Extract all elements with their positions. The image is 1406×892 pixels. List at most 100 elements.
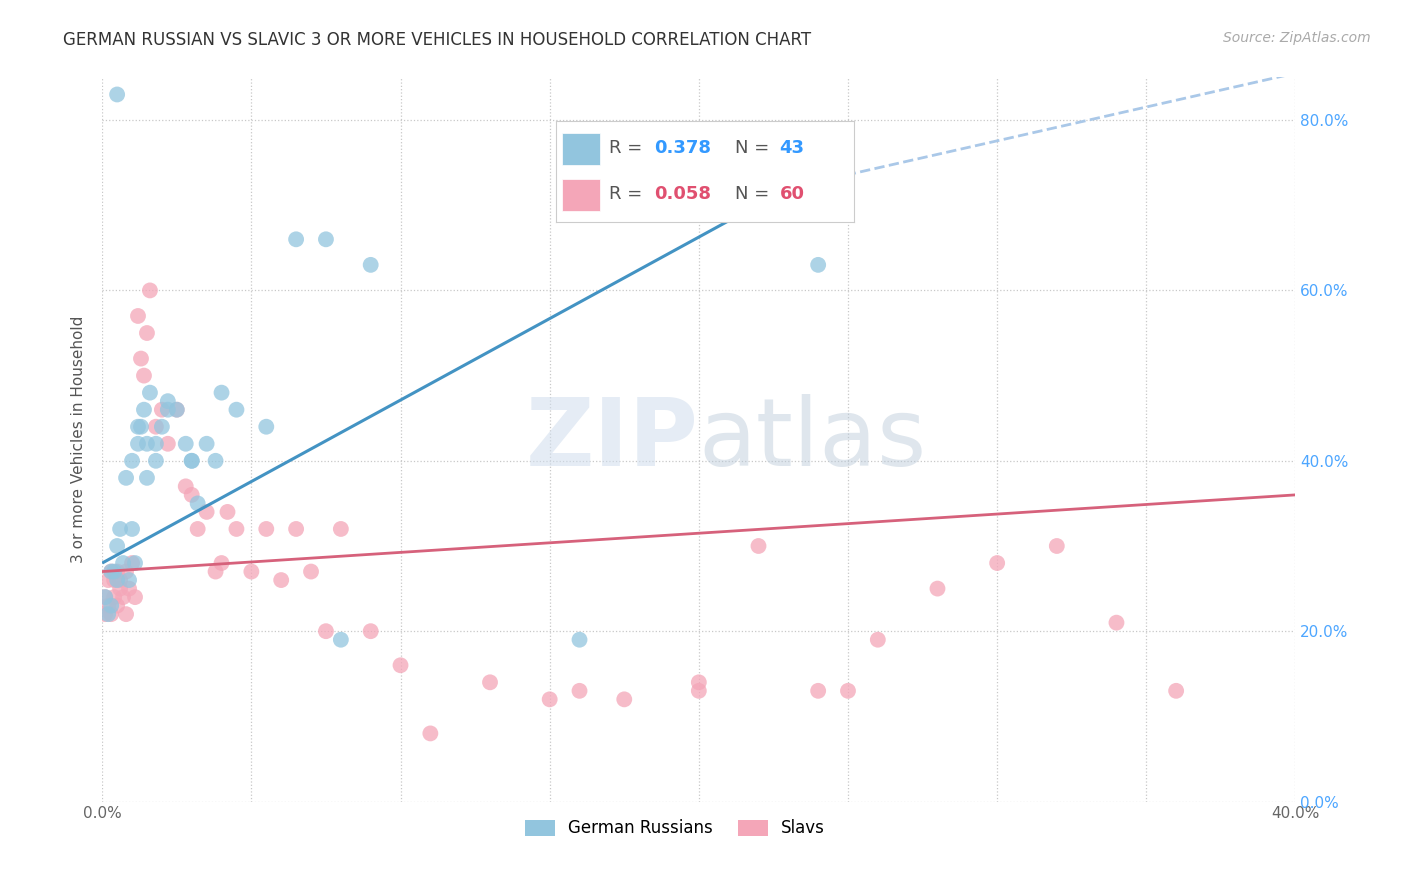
Point — [211, 556, 233, 570]
Point — [97, 599, 120, 613]
Point — [150, 402, 173, 417]
Point — [315, 232, 337, 246]
Point — [419, 726, 441, 740]
Point — [103, 573, 125, 587]
Point — [145, 436, 167, 450]
Point — [105, 539, 128, 553]
Point — [118, 573, 141, 587]
Point — [180, 488, 202, 502]
Point — [254, 419, 277, 434]
Point — [568, 683, 591, 698]
Point — [156, 436, 179, 450]
Point — [166, 402, 188, 417]
Point — [1166, 683, 1188, 698]
Point — [225, 522, 247, 536]
Point — [94, 590, 117, 604]
Point — [180, 454, 202, 468]
Point — [127, 309, 149, 323]
Point — [136, 471, 159, 485]
Point — [121, 556, 143, 570]
Point — [195, 505, 218, 519]
Point — [108, 522, 131, 536]
Point — [180, 454, 202, 468]
Point — [568, 632, 591, 647]
Point — [389, 658, 412, 673]
Point — [129, 419, 152, 434]
Point — [747, 539, 769, 553]
Point — [118, 582, 141, 596]
Point — [195, 436, 218, 450]
Legend: German Russians, Slavs: German Russians, Slavs — [519, 813, 832, 844]
Point — [299, 565, 322, 579]
Point — [124, 556, 146, 570]
Point — [115, 471, 138, 485]
Point — [174, 479, 197, 493]
Point — [329, 522, 352, 536]
Point — [121, 454, 143, 468]
Point — [156, 402, 179, 417]
Point — [270, 573, 292, 587]
Point — [121, 522, 143, 536]
Point — [100, 599, 122, 613]
Point — [94, 607, 117, 622]
Point — [986, 556, 1008, 570]
Point — [174, 436, 197, 450]
Point — [807, 683, 830, 698]
Point — [94, 590, 117, 604]
Point — [688, 675, 710, 690]
Point — [927, 582, 949, 596]
Text: ZIP: ZIP — [526, 393, 699, 485]
Point — [139, 385, 162, 400]
Point — [132, 368, 155, 383]
Point — [204, 454, 226, 468]
Point — [115, 565, 138, 579]
Point — [136, 436, 159, 450]
Point — [538, 692, 561, 706]
Point — [285, 232, 308, 246]
Point — [807, 258, 830, 272]
Point — [136, 326, 159, 340]
Point — [127, 436, 149, 450]
Point — [1105, 615, 1128, 630]
Point — [329, 632, 352, 647]
Point — [139, 284, 162, 298]
Point — [150, 419, 173, 434]
Point — [145, 419, 167, 434]
Text: GERMAN RUSSIAN VS SLAVIC 3 OR MORE VEHICLES IN HOUSEHOLD CORRELATION CHART: GERMAN RUSSIAN VS SLAVIC 3 OR MORE VEHIC… — [63, 31, 811, 49]
Point — [108, 573, 131, 587]
Point — [127, 419, 149, 434]
Point — [254, 522, 277, 536]
Point — [108, 582, 131, 596]
Point — [187, 522, 209, 536]
Point — [360, 624, 382, 639]
Point — [105, 87, 128, 102]
Point — [187, 496, 209, 510]
Point — [360, 258, 382, 272]
Point — [97, 573, 120, 587]
Text: atlas: atlas — [699, 393, 927, 485]
Point — [112, 590, 135, 604]
Point — [105, 573, 128, 587]
Point — [688, 683, 710, 698]
Point — [240, 565, 263, 579]
Point — [479, 675, 502, 690]
Point — [100, 565, 122, 579]
Point — [217, 505, 239, 519]
Point — [613, 692, 636, 706]
Point — [204, 565, 226, 579]
Point — [103, 565, 125, 579]
Point — [166, 402, 188, 417]
Point — [1046, 539, 1069, 553]
Point — [124, 590, 146, 604]
Point — [105, 565, 128, 579]
Point — [115, 607, 138, 622]
Point — [129, 351, 152, 366]
Y-axis label: 3 or more Vehicles in Household: 3 or more Vehicles in Household — [72, 316, 86, 563]
Point — [132, 402, 155, 417]
Point — [837, 683, 859, 698]
Point — [211, 385, 233, 400]
Point — [156, 394, 179, 409]
Point — [315, 624, 337, 639]
Point — [866, 632, 889, 647]
Point — [103, 590, 125, 604]
